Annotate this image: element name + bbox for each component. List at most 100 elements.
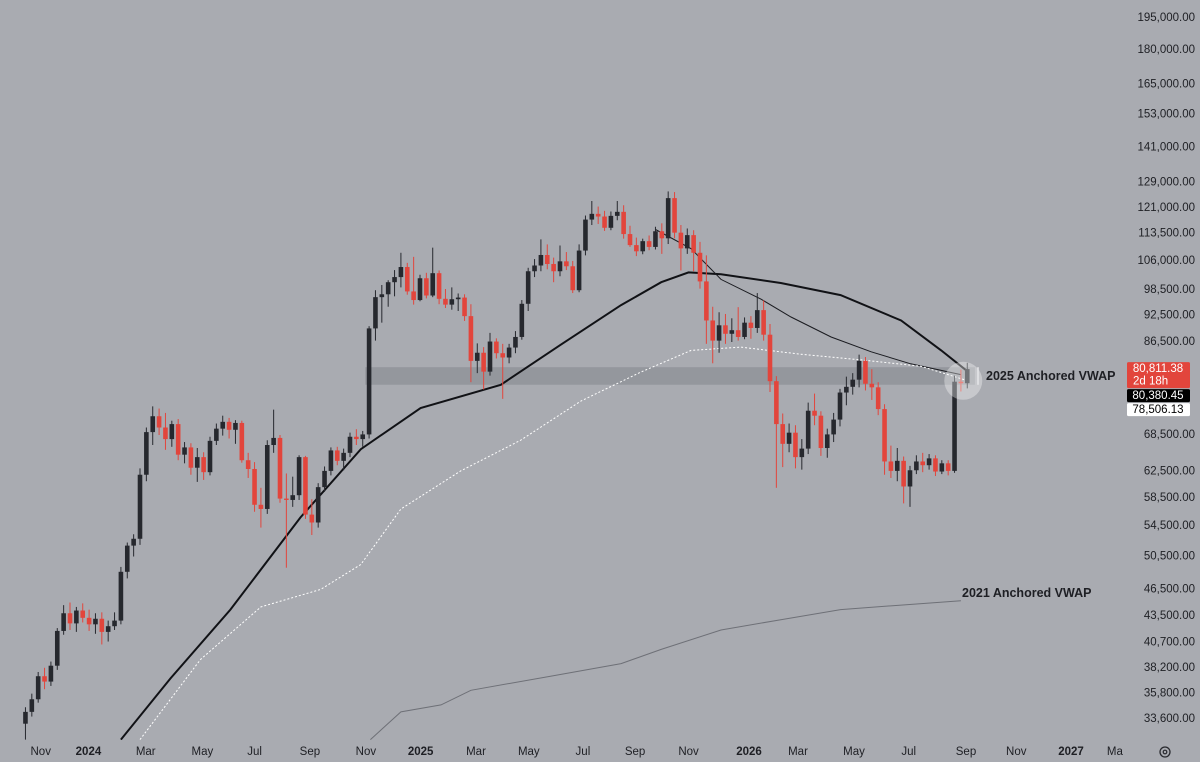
candle-body (182, 447, 187, 455)
indicator-line (370, 600, 961, 740)
y-tick-label: 129,000.00 (1137, 177, 1195, 189)
candle-body (831, 419, 836, 435)
candle-body (933, 458, 938, 472)
candle-body (398, 267, 404, 278)
candle-body (939, 463, 945, 472)
candle-body (589, 213, 595, 220)
candle-body (347, 436, 353, 453)
x-tick-label: Nov (356, 746, 377, 758)
candle-body (252, 468, 257, 505)
candle-body (659, 231, 665, 239)
candle-body (710, 320, 716, 341)
candle-body (226, 421, 232, 430)
candle-body (564, 261, 569, 267)
candle-body (576, 250, 582, 291)
candle-body (525, 271, 531, 304)
price-label: 80,811.38 (1133, 363, 1183, 375)
y-tick-label: 121,000.00 (1137, 202, 1195, 214)
candle-body (481, 352, 486, 372)
candle-body (220, 421, 226, 429)
candle-body (945, 463, 951, 471)
candle-body (602, 216, 607, 228)
candle-body (424, 278, 429, 296)
candle-body (194, 457, 200, 468)
candle-body (277, 437, 283, 499)
candle-body (494, 341, 499, 354)
candle-body (29, 699, 35, 712)
candle-body (80, 610, 86, 618)
x-tick-label: Nov (1006, 746, 1027, 758)
candle-body (614, 211, 620, 216)
candle-body (385, 282, 391, 295)
candle-body (48, 665, 54, 682)
candle-body (328, 450, 334, 471)
candle-body (284, 498, 289, 500)
candle-body (462, 297, 467, 317)
x-tick-label: May (191, 746, 213, 758)
x-tick-label: Sep (625, 746, 645, 758)
candle-body (404, 267, 410, 292)
candle-body (474, 352, 480, 361)
candle-body (61, 613, 66, 631)
candle-body (964, 369, 970, 384)
candle-body (716, 325, 722, 341)
y-tick-label: 92,500.00 (1144, 309, 1195, 321)
candle-body (144, 432, 149, 475)
candle-body (958, 381, 964, 384)
candle-body (379, 294, 385, 298)
candle-body (449, 299, 455, 305)
candle-body (691, 235, 696, 253)
y-tick-label: 98,500.00 (1144, 284, 1195, 296)
candle-body (780, 424, 786, 444)
x-tick-label: Nov (31, 746, 52, 758)
candle-body (443, 298, 448, 305)
y-tick-label: 46,500.00 (1144, 583, 1195, 595)
x-tick-label: Mar (136, 746, 156, 758)
candle-body (271, 437, 276, 446)
annotation: 2021 Anchored VWAP (962, 586, 1091, 600)
candle-body (805, 410, 811, 449)
x-tick-label: Jul (247, 746, 262, 758)
candle-body (360, 434, 366, 440)
candle-body (875, 387, 881, 410)
candle-body (303, 457, 308, 515)
axes: 195,000.00 180,000.00 165,000.00 153,000.00… (31, 12, 1195, 758)
candle-body (411, 291, 416, 301)
candle-body (258, 504, 264, 509)
candle-body (99, 618, 105, 632)
candle-body (837, 392, 843, 420)
candle-body (392, 277, 397, 283)
candle-body (844, 386, 849, 393)
annotation: 2025 Anchored VWAP (986, 369, 1115, 383)
candle-body (812, 410, 817, 416)
candle-body (137, 474, 143, 539)
candle-body (309, 514, 315, 523)
candle-body (754, 310, 760, 328)
candle-body (920, 461, 926, 466)
candle-body (748, 322, 754, 328)
candle-body (93, 618, 98, 625)
candle-body (723, 325, 728, 334)
candle-body (665, 198, 671, 239)
y-tick-label: 141,000.00 (1137, 141, 1195, 153)
x-tick-label: 2026 (736, 746, 762, 758)
candle-body (35, 676, 41, 700)
candle-body (207, 440, 213, 473)
candle-body (538, 254, 544, 266)
price-label: 78,506.13 (1132, 404, 1183, 416)
x-tick-label: 2027 (1058, 746, 1084, 758)
candle-body (175, 424, 181, 455)
y-tick-label: 54,500.00 (1144, 520, 1195, 532)
candle-body (233, 422, 238, 430)
candle-body (417, 278, 423, 301)
settings-icon[interactable] (1159, 746, 1171, 758)
candle-body (678, 232, 684, 249)
x-tick-label: Sep (956, 746, 976, 758)
candle-body (112, 620, 117, 627)
candle-body (290, 495, 296, 500)
candle-body (869, 383, 875, 388)
vwap-zone (365, 367, 975, 385)
candle-body (468, 316, 474, 361)
candle-body (54, 630, 60, 666)
candle-body (850, 379, 856, 387)
